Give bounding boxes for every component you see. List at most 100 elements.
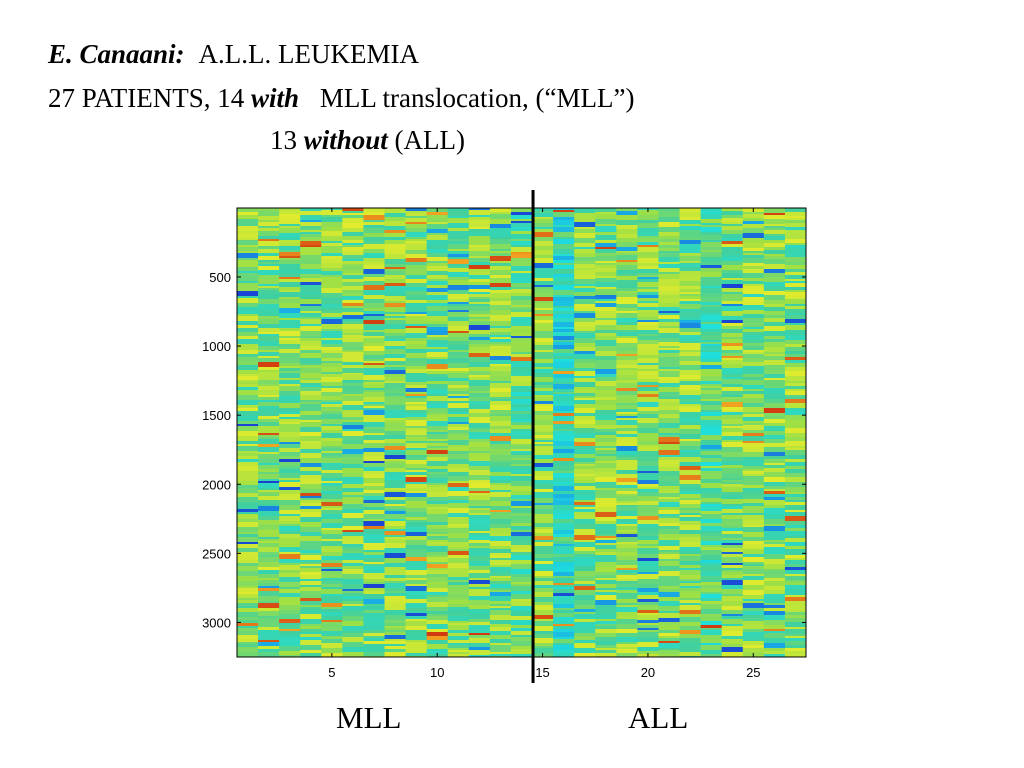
heatmap-cell [405,361,428,364]
heatmap-cell [258,372,280,378]
heatmap-cell [447,625,470,631]
heatmap-cell [763,571,786,576]
heatmap-cell [237,556,259,561]
heatmap-cell [763,554,786,560]
heatmap-cell [595,212,617,215]
heatmap-cell [405,338,428,342]
heatmap-cell [300,607,322,610]
heatmap-cell [532,527,554,530]
heatmap-cell [510,405,533,408]
heatmap-cell [363,514,386,520]
heatmap-cell [679,304,702,310]
heatmap-cell [763,559,786,565]
heatmap-cell [489,287,512,291]
without-emphasis: without [303,125,388,155]
heatmap-cell [721,565,744,569]
heatmap-cell [616,322,638,326]
heatmap-cell [489,541,512,547]
heatmap-cell [342,319,365,322]
heatmap-cell [279,260,301,265]
heatmap-cell [426,514,449,520]
heatmap-cell [384,271,407,276]
heatmap-cell [553,249,575,253]
heatmap-cell [384,646,407,650]
heatmap-cell [742,310,765,315]
heatmap-cell [679,237,702,241]
heatmap-cell [363,388,386,391]
heatmap-cell [784,497,806,501]
heatmap-cell [279,524,301,527]
heatmap-cell [447,433,470,436]
heatmap-cell [700,312,723,316]
heatmap-cell [342,300,365,304]
heatmap-cell [721,316,744,321]
heatmap-cell [574,619,596,623]
heatmap-cell [510,499,533,502]
heatmap-cell [742,471,765,475]
heatmap-cell [532,602,554,606]
heatmap-cell [658,222,681,228]
heatmap-cell [237,325,259,329]
heatmap-cell [574,540,596,543]
heatmap-cell [553,494,575,499]
heatmap-cell [700,643,723,646]
heatmap-cell [679,603,702,606]
heatmap-cell [510,342,533,348]
heatmap-cell [468,314,491,318]
heatmap-cell [300,247,322,252]
heatmap-cell [279,610,301,615]
heatmap-cell [742,580,765,586]
heatmap-cell [279,269,301,272]
heatmap-cell [616,425,638,429]
heatmap-cell [784,367,806,372]
heatmap-cell [447,350,470,353]
heatmap-cell [342,333,365,336]
heatmap-cell [447,221,470,224]
heatmap-cell [742,374,765,378]
heatmap-cell [616,537,638,543]
heatmap-cell [784,304,806,307]
heatmap-cell [468,386,491,392]
heatmap-cell [363,433,386,436]
heatmap-cell [489,652,512,655]
heatmap-cell [321,424,343,427]
heatmap-cell [258,419,280,423]
heatmap-cell [700,265,723,269]
heatmap-cell [342,368,365,374]
heatmap-cell [532,385,554,389]
heatmap-cell [574,495,596,501]
heatmap-cell [742,469,765,472]
heatmap-cell [637,394,660,398]
heatmap-cell [595,400,617,406]
heatmap-cell [237,576,259,582]
heatmap-cell [426,459,449,462]
heatmap-cell [595,543,617,546]
heatmap-cell [405,477,428,483]
heatmap-cell [574,519,596,525]
heatmap-cell [258,352,280,357]
heatmap-cell [721,395,744,398]
heatmap-cell [237,514,259,520]
heatmap-cell [658,499,681,503]
heatmap-cell [721,284,744,289]
heatmap-cell [510,591,533,595]
heatmap-cell [574,304,596,307]
heatmap-cell [321,275,343,278]
heatmap-cell [447,337,470,342]
heatmap-cell [700,445,723,450]
heatmap-cell [279,403,301,409]
heatmap-cell [721,222,744,225]
heatmap-cell [384,339,407,342]
heatmap-cell [279,396,301,399]
heatmap-cell [300,444,322,450]
heatmap-cell [721,393,744,396]
heatmap-cell [510,296,533,301]
heatmap-cell [321,340,343,345]
heatmap-cell [742,503,765,507]
heatmap-cell [510,436,533,440]
heatmap-cell [595,637,617,642]
heatmap-cell [532,391,554,396]
heatmap-cell [363,452,386,457]
y-tick-label: 1500 [202,408,231,423]
heatmap-cell [489,433,512,437]
